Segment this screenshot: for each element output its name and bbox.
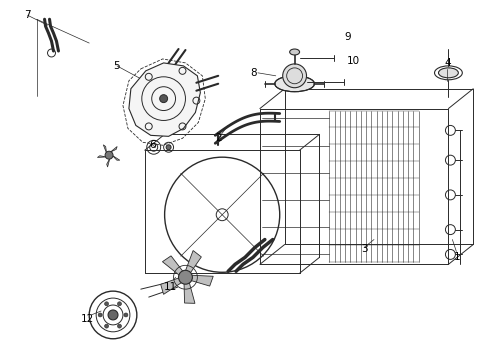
Text: 11: 11 (164, 282, 177, 292)
Circle shape (118, 324, 122, 328)
Text: 4: 4 (444, 58, 451, 68)
Circle shape (160, 95, 168, 103)
Text: 8: 8 (250, 68, 257, 78)
Polygon shape (184, 282, 195, 303)
Text: 10: 10 (346, 56, 360, 66)
Text: 1: 1 (454, 252, 461, 262)
Polygon shape (161, 277, 182, 294)
Circle shape (98, 313, 102, 317)
Polygon shape (103, 145, 107, 153)
Circle shape (118, 302, 122, 306)
Circle shape (166, 145, 171, 150)
Circle shape (178, 270, 193, 284)
Text: 5: 5 (114, 61, 121, 71)
Polygon shape (129, 63, 200, 136)
Polygon shape (98, 156, 107, 157)
Ellipse shape (439, 68, 458, 78)
Text: 9: 9 (344, 32, 350, 42)
Text: 12: 12 (80, 314, 94, 324)
Polygon shape (190, 275, 213, 286)
Polygon shape (107, 158, 110, 167)
Text: 7: 7 (24, 10, 31, 20)
Circle shape (283, 64, 307, 88)
Polygon shape (110, 147, 117, 152)
Circle shape (104, 302, 109, 306)
Polygon shape (162, 256, 184, 276)
Circle shape (104, 324, 109, 328)
Ellipse shape (290, 49, 299, 55)
Text: 2: 2 (215, 133, 221, 143)
Text: 3: 3 (361, 244, 368, 255)
Polygon shape (112, 155, 120, 160)
Circle shape (108, 310, 118, 320)
Polygon shape (185, 251, 201, 274)
Ellipse shape (275, 76, 315, 92)
Circle shape (124, 313, 128, 317)
Circle shape (105, 151, 113, 159)
Text: 6: 6 (149, 140, 156, 150)
